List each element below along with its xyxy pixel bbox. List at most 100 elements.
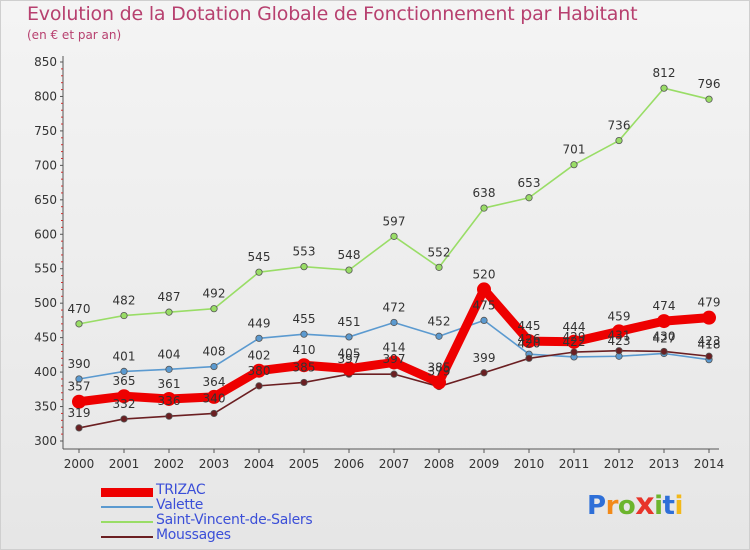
data-label: 408	[203, 345, 226, 359]
series-valette	[75, 316, 713, 383]
data-label: 444	[563, 320, 586, 334]
data-point	[75, 320, 83, 328]
data-label: 701	[563, 143, 586, 157]
data-label: 597	[383, 214, 406, 228]
data-label: 340	[203, 391, 226, 405]
data-label: 492	[203, 287, 226, 301]
x-tick-label: 2007	[379, 457, 410, 471]
data-label: 402	[248, 349, 271, 363]
data-label: 364	[203, 375, 226, 389]
data-label: 429	[563, 330, 586, 344]
data-point	[387, 355, 401, 370]
data-label: 420	[518, 336, 541, 350]
y-tick-label: 400	[34, 365, 57, 379]
data-label: 357	[68, 380, 91, 394]
data-label: 455	[293, 312, 316, 326]
data-point	[120, 311, 128, 320]
y-tick-label: 450	[34, 331, 57, 345]
data-label: 430	[653, 329, 676, 343]
data-point	[75, 424, 83, 432]
data-label: 399	[473, 351, 496, 365]
legend-label: Moussages	[156, 527, 231, 543]
x-tick-label: 2004	[244, 457, 275, 471]
data-point	[570, 348, 578, 356]
y-tick-label: 550	[34, 262, 57, 276]
data-label: 470	[68, 302, 91, 316]
series-trizac	[72, 282, 716, 409]
data-label: 397	[383, 352, 406, 366]
data-label: 796	[698, 77, 721, 91]
data-point	[525, 354, 533, 362]
data-point	[255, 382, 263, 390]
data-point	[120, 367, 128, 376]
data-point	[297, 358, 311, 373]
data-point	[300, 330, 308, 338]
data-point	[435, 332, 443, 340]
x-tick-label: 2012	[604, 457, 635, 471]
data-point	[120, 415, 128, 423]
data-point	[165, 412, 173, 420]
data-point	[165, 365, 173, 373]
data-label: 552	[428, 245, 451, 259]
chart-axes: 300 350 400 450 500 550 600 650 700 750 800 850 2000…	[34, 55, 724, 471]
series-layer	[72, 84, 716, 432]
data-label: 459	[608, 309, 631, 323]
data-point	[72, 394, 86, 409]
legend-swatch	[101, 488, 153, 497]
legend-swatch	[101, 536, 153, 538]
data-label: 365	[113, 374, 136, 388]
data-label: 545	[248, 250, 271, 264]
data-point	[477, 282, 491, 297]
data-point	[480, 369, 488, 377]
x-tick-label: 2001	[109, 457, 140, 471]
data-point	[612, 324, 626, 339]
y-tick-label: 650	[34, 193, 57, 207]
proxiti-logo: Proxiti	[587, 487, 683, 522]
x-tick-label: 2009	[469, 457, 500, 471]
data-point	[390, 318, 398, 327]
data-point	[660, 84, 668, 92]
data-point	[432, 375, 446, 390]
data-label: 418	[698, 338, 721, 352]
data-point	[210, 305, 218, 313]
legend-swatch	[101, 506, 153, 508]
data-label: 401	[113, 349, 136, 363]
x-tick-label: 2002	[154, 457, 185, 471]
data-point	[702, 310, 716, 325]
data-label: 423	[698, 334, 721, 348]
data-label: 423	[608, 334, 631, 348]
data-labels-layer: 357 365 361 364 402 410 405 414 385 520 445 444 459 4…	[68, 66, 721, 420]
data-label: 812	[653, 66, 676, 80]
x-tick-label: 2014	[694, 457, 725, 471]
data-point	[615, 136, 623, 145]
data-label: 736	[608, 119, 631, 133]
data-label: 475	[473, 298, 496, 312]
data-point	[300, 378, 308, 387]
legend-label: TRIZAC	[156, 482, 206, 498]
data-label: 397	[338, 352, 361, 366]
chart-title: Evolution de la Dotation Globale de Fonc…	[27, 3, 638, 25]
data-point	[435, 263, 443, 271]
data-label: 548	[338, 248, 361, 262]
data-point	[165, 308, 173, 316]
data-label: 653	[518, 176, 541, 190]
data-point	[705, 352, 713, 360]
data-point	[210, 409, 218, 418]
data-label: 638	[473, 186, 496, 200]
data-label: 336	[158, 394, 181, 408]
y-tick-label: 350	[34, 400, 57, 414]
data-label: 405	[338, 347, 361, 361]
x-tick-label: 2008	[424, 457, 455, 471]
data-label: 451	[338, 315, 361, 329]
data-label: 472	[383, 300, 406, 314]
data-point	[255, 334, 263, 342]
data-point	[525, 194, 533, 202]
data-label: 452	[428, 314, 451, 328]
data-point	[657, 314, 671, 329]
data-point	[615, 347, 623, 355]
data-label: 390	[68, 357, 91, 371]
data-point	[345, 333, 353, 341]
data-label: 449	[248, 316, 271, 330]
